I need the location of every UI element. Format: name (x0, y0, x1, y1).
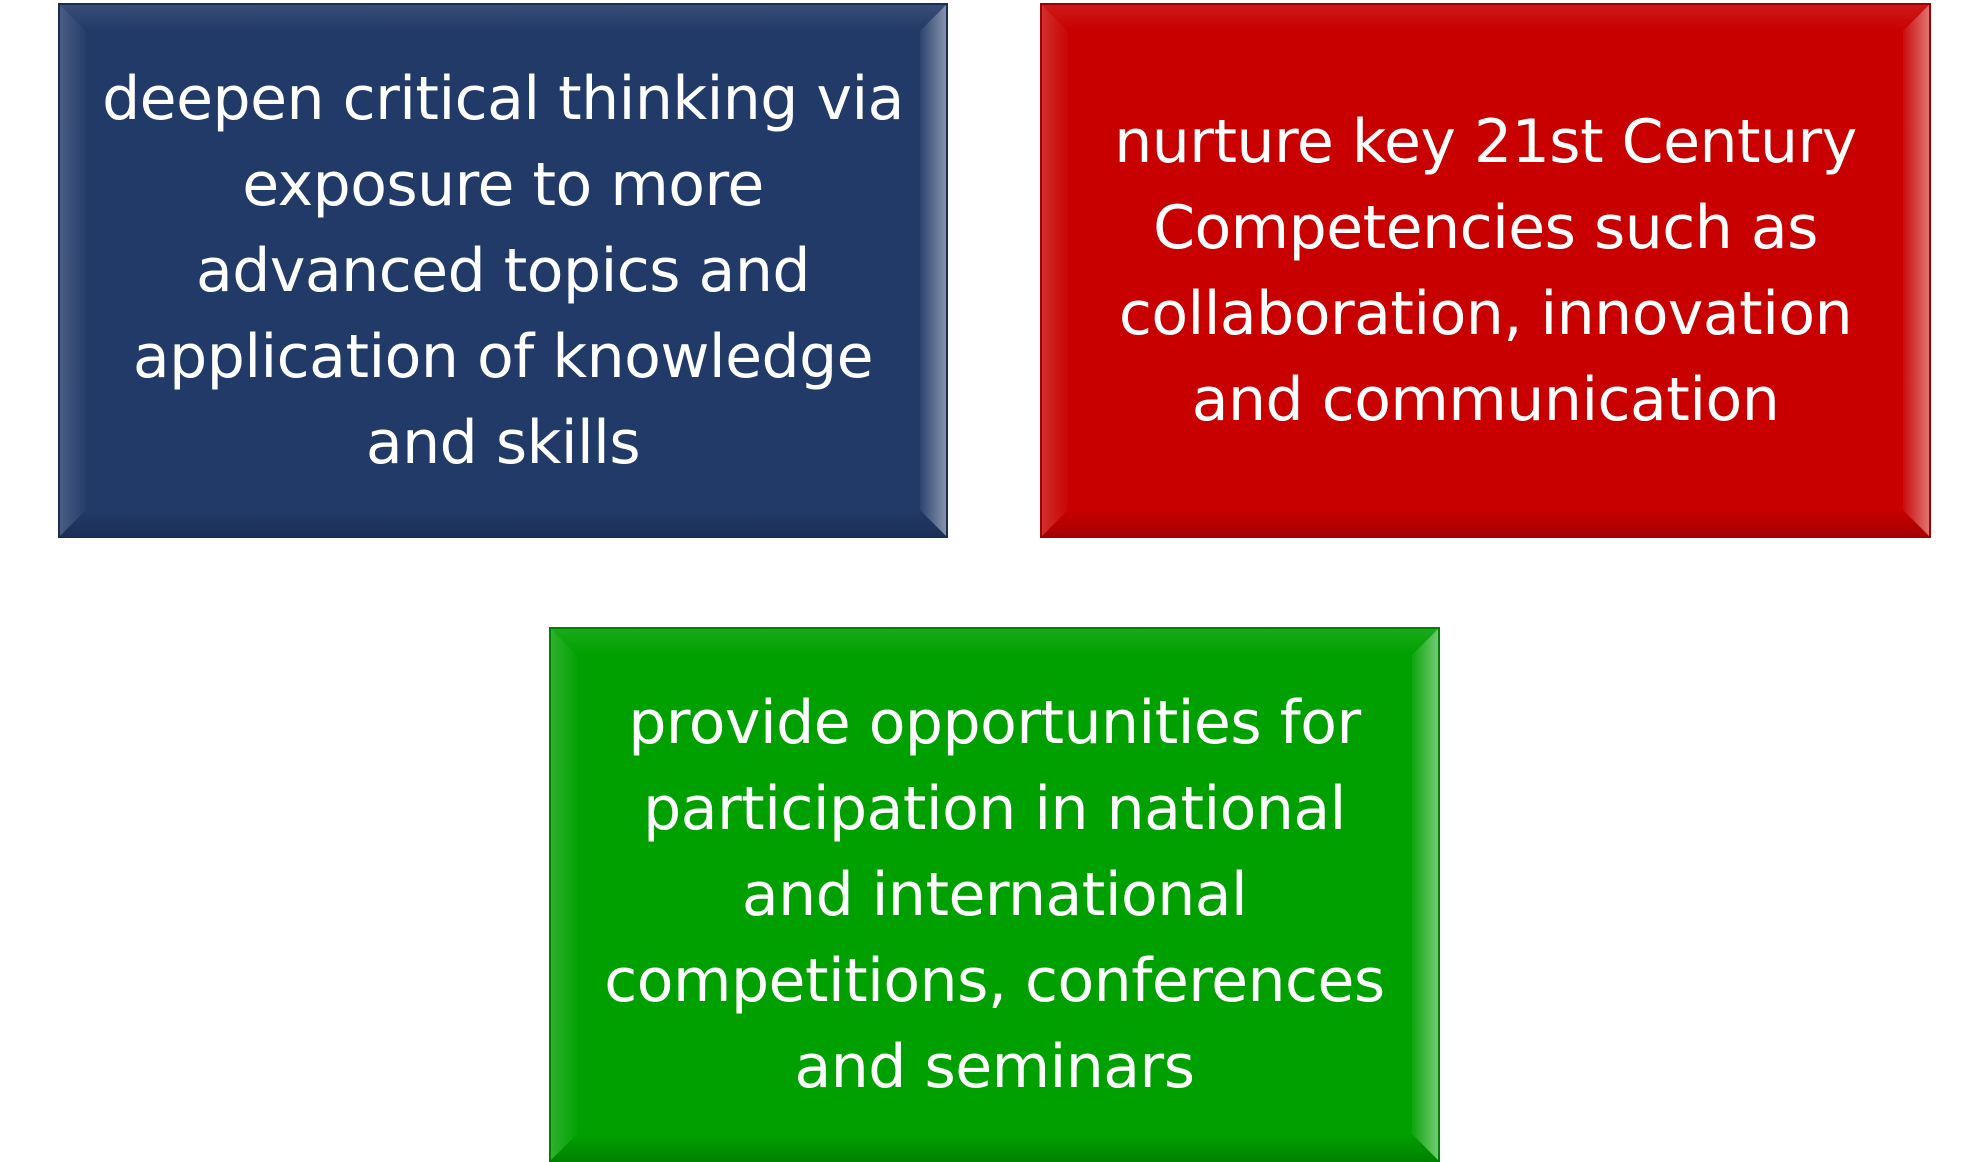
card-text: provide opportunities for participation … (604, 687, 1385, 1102)
card-critical-thinking: deepen critical thinking via exposure to… (58, 3, 948, 538)
card-opportunities: provide opportunities for participation … (549, 627, 1440, 1162)
card-text: nurture key 21st Century Competencies su… (1114, 106, 1857, 435)
card-21st-century-competencies: nurture key 21st Century Competencies su… (1040, 3, 1931, 538)
card-text: deepen critical thinking via exposure to… (102, 63, 904, 478)
